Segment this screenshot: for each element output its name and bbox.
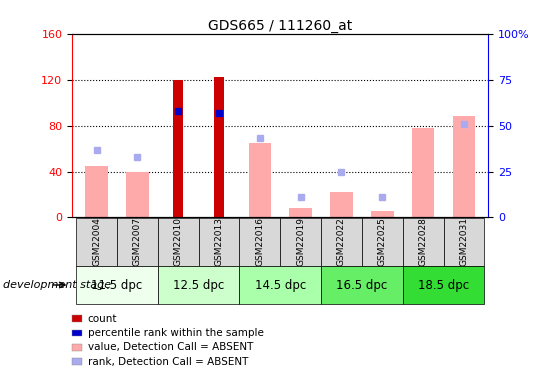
Text: GSM22019: GSM22019 bbox=[296, 217, 305, 266]
Text: 18.5 dpc: 18.5 dpc bbox=[418, 279, 469, 291]
Bar bbox=[371, 211, 393, 218]
Bar bbox=[214, 77, 224, 218]
Text: development stage: development stage bbox=[3, 280, 111, 290]
Bar bbox=[85, 166, 108, 218]
Text: GSM22028: GSM22028 bbox=[418, 217, 427, 266]
Bar bbox=[173, 80, 183, 218]
Text: GSM22004: GSM22004 bbox=[92, 217, 101, 266]
Title: GDS665 / 111260_at: GDS665 / 111260_at bbox=[208, 19, 352, 33]
Bar bbox=[117, 217, 158, 266]
FancyBboxPatch shape bbox=[72, 315, 82, 322]
Bar bbox=[403, 266, 485, 304]
Text: count: count bbox=[88, 314, 117, 324]
Text: rank, Detection Call = ABSENT: rank, Detection Call = ABSENT bbox=[88, 357, 248, 366]
Bar bbox=[76, 217, 117, 266]
Text: percentile rank within the sample: percentile rank within the sample bbox=[88, 328, 264, 338]
Text: GSM22031: GSM22031 bbox=[460, 217, 468, 266]
Bar bbox=[239, 266, 321, 304]
Bar bbox=[280, 217, 321, 266]
Bar bbox=[249, 143, 271, 218]
Text: GSM22025: GSM22025 bbox=[378, 217, 387, 266]
Bar bbox=[239, 217, 280, 266]
Bar bbox=[126, 172, 149, 217]
Bar bbox=[158, 217, 199, 266]
FancyBboxPatch shape bbox=[72, 344, 82, 351]
Text: 12.5 dpc: 12.5 dpc bbox=[173, 279, 224, 291]
Text: 11.5 dpc: 11.5 dpc bbox=[92, 279, 143, 291]
Bar bbox=[158, 266, 239, 304]
Bar bbox=[199, 217, 239, 266]
Text: GSM22010: GSM22010 bbox=[174, 217, 183, 266]
Bar bbox=[321, 266, 403, 304]
Bar bbox=[290, 208, 312, 218]
Bar bbox=[362, 217, 403, 266]
Text: GSM22016: GSM22016 bbox=[255, 217, 264, 266]
Text: 14.5 dpc: 14.5 dpc bbox=[255, 279, 306, 291]
Bar bbox=[412, 128, 435, 218]
Text: GSM22007: GSM22007 bbox=[133, 217, 142, 266]
Bar bbox=[321, 217, 362, 266]
Bar bbox=[403, 217, 443, 266]
Bar bbox=[330, 192, 353, 217]
Text: 16.5 dpc: 16.5 dpc bbox=[336, 279, 387, 291]
FancyBboxPatch shape bbox=[72, 358, 82, 365]
Bar bbox=[443, 217, 485, 266]
Text: GSM22013: GSM22013 bbox=[215, 217, 224, 266]
Text: GSM22022: GSM22022 bbox=[337, 217, 346, 266]
Bar bbox=[76, 266, 158, 304]
Bar bbox=[453, 116, 475, 218]
FancyBboxPatch shape bbox=[72, 330, 82, 336]
Text: value, Detection Call = ABSENT: value, Detection Call = ABSENT bbox=[88, 342, 253, 352]
